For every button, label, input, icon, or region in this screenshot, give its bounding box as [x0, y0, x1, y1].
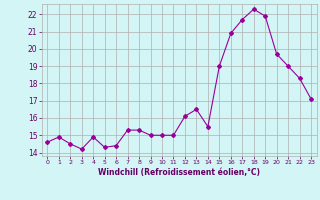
X-axis label: Windchill (Refroidissement éolien,°C): Windchill (Refroidissement éolien,°C): [98, 168, 260, 177]
